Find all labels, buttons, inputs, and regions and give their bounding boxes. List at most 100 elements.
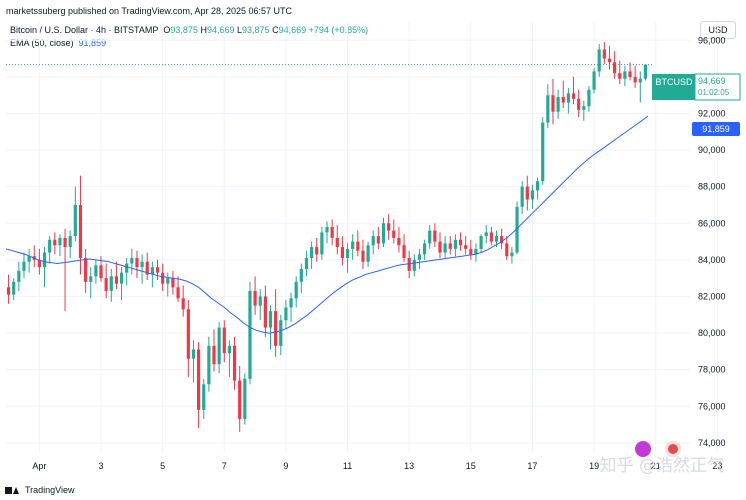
candle — [304, 250, 309, 277]
candle — [479, 234, 483, 253]
candle-body — [186, 309, 190, 359]
plugin-icon[interactable] — [635, 441, 651, 457]
candle — [469, 239, 473, 260]
candle-body — [78, 204, 83, 259]
candle — [607, 45, 612, 70]
grid-lines — [6, 22, 718, 452]
candle-body — [340, 247, 345, 259]
candle-body — [489, 232, 493, 242]
candle — [171, 270, 175, 295]
candle-body — [376, 236, 380, 244]
candle-body — [510, 252, 514, 257]
candle — [279, 314, 283, 356]
candle — [582, 100, 586, 121]
candle — [32, 245, 36, 268]
candle — [114, 261, 119, 290]
footer: TradingView — [5, 485, 75, 495]
candle-body — [638, 78, 642, 83]
candle-body — [551, 95, 555, 112]
legend-ohlc-row: Bitcoin / U.S. Dollar · 4h · BITSTAMP O 9… — [10, 24, 368, 37]
candle-body — [253, 290, 257, 306]
candle — [161, 263, 165, 291]
candle-body — [89, 276, 93, 282]
candle-body — [161, 272, 165, 284]
candle-body — [577, 98, 581, 110]
candle-body — [299, 269, 303, 282]
candle — [258, 289, 262, 321]
legend-ema-label[interactable]: EMA (50, close) — [10, 38, 74, 48]
candle-body — [469, 248, 473, 255]
candle — [12, 278, 16, 301]
candle-body — [42, 252, 47, 268]
candle — [546, 84, 550, 129]
y-tick-label: 82,000 — [698, 291, 726, 301]
candle — [155, 259, 160, 280]
candle-body — [448, 243, 452, 249]
candle-body — [279, 320, 283, 346]
candle — [351, 234, 355, 260]
candle-body — [623, 71, 627, 79]
candle-body — [402, 245, 406, 259]
price-badge-value: 94,669 — [698, 76, 726, 86]
candle-body — [428, 230, 432, 244]
price-axis[interactable]: 74,000 76,000 78,000 80,000 82,000 84,000 86,0… — [698, 35, 726, 448]
candle — [381, 217, 386, 248]
footer-brand[interactable]: TradingView — [25, 485, 75, 495]
candle — [602, 42, 606, 65]
candle — [453, 234, 457, 257]
legend-open-label: O — [163, 25, 171, 35]
candle — [417, 248, 422, 270]
candle — [458, 232, 463, 251]
y-tick-label: 78,000 — [698, 365, 726, 375]
candle-body — [494, 236, 499, 242]
candle — [361, 239, 365, 270]
candle-body — [274, 311, 278, 346]
candle-body — [99, 265, 103, 279]
candle-body — [458, 239, 463, 246]
candle-body — [217, 327, 221, 365]
time-axis[interactable]: Apr3579111315171921232527 — [32, 461, 746, 471]
tradingview-logo-icon[interactable] — [5, 486, 21, 494]
candle — [284, 300, 288, 330]
candle — [191, 340, 196, 383]
candle — [500, 228, 504, 249]
price-badges: BTCUSD 94,669 01:02:05 91,859 — [652, 73, 741, 136]
candle — [489, 226, 493, 246]
candle — [186, 300, 190, 377]
candle-body — [464, 245, 468, 249]
candle-body — [556, 97, 560, 112]
candle — [48, 236, 52, 264]
ema-line — [5, 115, 649, 334]
candle — [330, 219, 334, 246]
candle-body — [320, 232, 324, 255]
candle — [556, 89, 560, 119]
candle — [484, 225, 488, 244]
candle-body — [541, 122, 545, 182]
candle — [263, 285, 267, 337]
candle — [94, 259, 98, 284]
candle-body — [515, 206, 519, 253]
candle-body — [73, 204, 77, 237]
candle — [222, 320, 226, 363]
candle — [340, 236, 345, 266]
candle-body — [479, 236, 483, 249]
candle — [238, 366, 242, 432]
candle — [68, 230, 72, 259]
candle — [392, 219, 396, 244]
candle — [356, 230, 360, 257]
candle-body — [602, 49, 606, 59]
legend-low-value: 93,875 — [242, 25, 270, 35]
x-tick-label: 19 — [589, 461, 599, 471]
candle-body — [125, 263, 129, 273]
x-tick-label: 13 — [404, 461, 414, 471]
candle — [135, 250, 139, 279]
candle-body — [197, 349, 201, 410]
currency-button[interactable]: USD — [700, 21, 736, 39]
candle-body — [53, 239, 57, 246]
legend-symbol[interactable]: Bitcoin / U.S. Dollar · 4h · BITSTAMP — [10, 25, 159, 35]
candle-body — [294, 281, 298, 299]
flag-icon[interactable] — [665, 441, 681, 457]
candle — [73, 186, 77, 242]
candle-body — [582, 106, 586, 110]
